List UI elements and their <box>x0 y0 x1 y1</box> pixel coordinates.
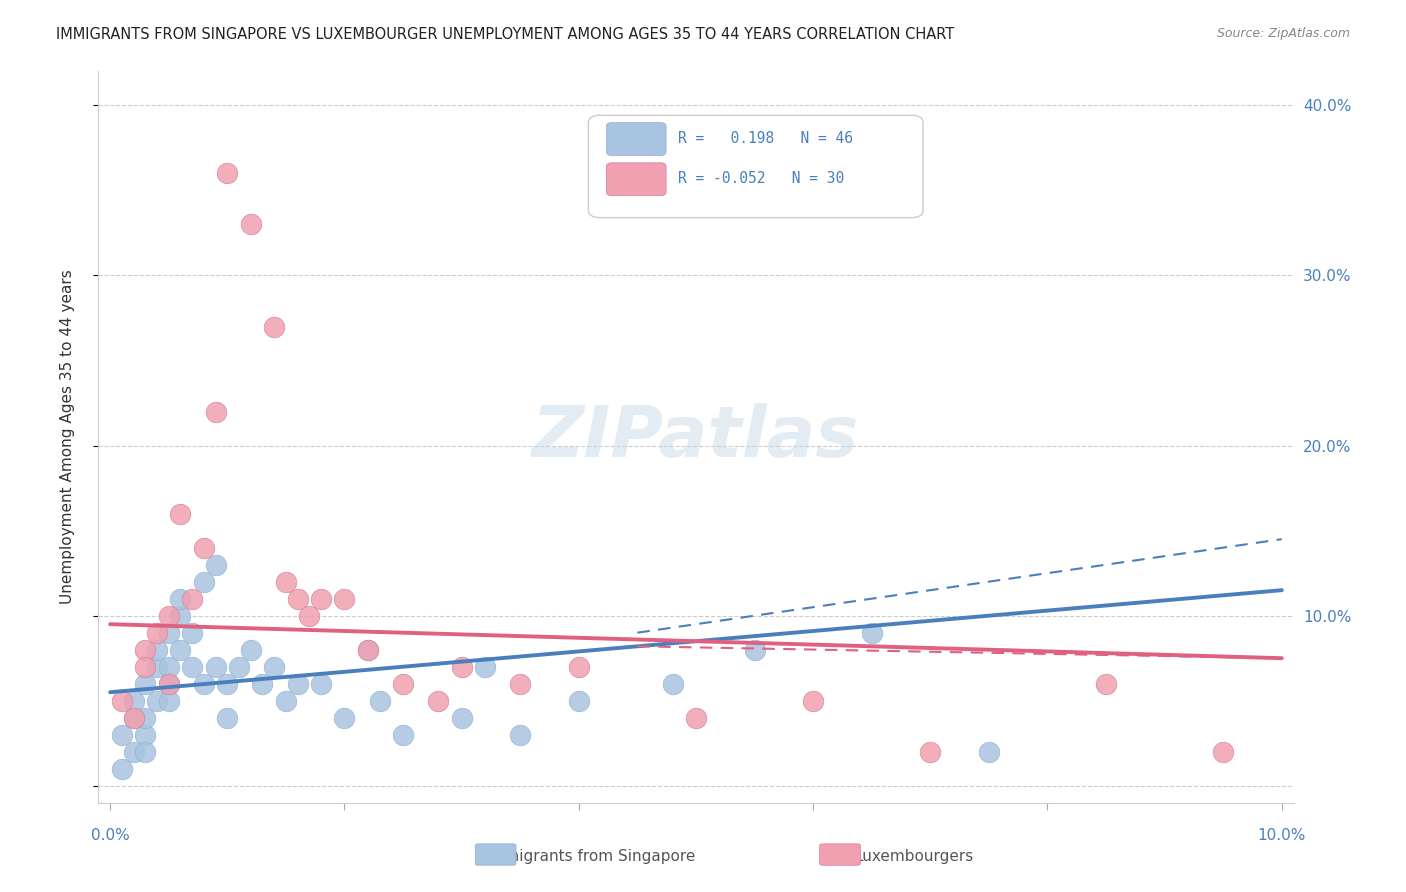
Point <box>368 694 391 708</box>
Point <box>263 319 285 334</box>
Point <box>204 404 226 418</box>
Point <box>169 507 191 521</box>
Point <box>333 711 356 725</box>
Point <box>860 625 883 640</box>
Point <box>193 677 215 691</box>
FancyBboxPatch shape <box>606 162 666 195</box>
Point <box>392 677 415 691</box>
Point <box>239 218 262 232</box>
Text: ZIPatlas: ZIPatlas <box>533 402 859 472</box>
Point <box>122 711 145 725</box>
Point <box>509 677 531 691</box>
Point <box>134 728 156 742</box>
Text: R =   0.198   N = 46: R = 0.198 N = 46 <box>678 131 853 146</box>
Point <box>744 642 766 657</box>
Point <box>181 659 204 673</box>
Point <box>134 677 156 691</box>
Text: 0.0%: 0.0% <box>91 829 129 844</box>
Point <box>157 608 180 623</box>
Point <box>309 677 332 691</box>
Point <box>146 694 169 708</box>
Point <box>392 728 415 742</box>
Point <box>252 677 274 691</box>
Point <box>298 608 321 623</box>
Point <box>309 591 332 606</box>
Point <box>169 642 191 657</box>
Point <box>111 728 134 742</box>
Point <box>450 711 472 725</box>
Point <box>474 659 496 673</box>
FancyBboxPatch shape <box>606 122 666 155</box>
Point <box>122 711 145 725</box>
Point <box>169 591 191 606</box>
Point <box>263 659 285 673</box>
Point <box>568 659 591 673</box>
Point <box>920 745 942 759</box>
Point <box>427 694 450 708</box>
Text: 10.0%: 10.0% <box>1257 829 1306 844</box>
Point <box>122 694 145 708</box>
Point <box>146 659 169 673</box>
Point <box>1212 745 1234 759</box>
Point <box>568 694 591 708</box>
Point <box>1095 677 1118 691</box>
Point <box>111 694 134 708</box>
Text: Source: ZipAtlas.com: Source: ZipAtlas.com <box>1216 27 1350 40</box>
Point <box>509 728 531 742</box>
Point <box>274 694 297 708</box>
Point <box>146 642 169 657</box>
Point <box>977 745 1000 759</box>
Point <box>357 642 380 657</box>
Point <box>146 625 169 640</box>
Point <box>287 677 309 691</box>
Point <box>685 711 707 725</box>
Point <box>193 574 215 589</box>
Point <box>228 659 250 673</box>
Point <box>157 677 180 691</box>
Text: Luxembourgers: Luxembourgers <box>855 849 973 863</box>
Text: R = -0.052   N = 30: R = -0.052 N = 30 <box>678 171 844 186</box>
Point <box>217 711 239 725</box>
Point <box>217 166 239 180</box>
Point <box>801 694 824 708</box>
Point <box>157 659 180 673</box>
Text: Immigrants from Singapore: Immigrants from Singapore <box>485 849 696 863</box>
Point <box>450 659 472 673</box>
Point <box>111 762 134 776</box>
Point <box>181 591 204 606</box>
Point <box>193 541 215 555</box>
FancyBboxPatch shape <box>588 115 922 218</box>
Point <box>157 694 180 708</box>
Point <box>274 574 297 589</box>
Point <box>181 625 204 640</box>
Y-axis label: Unemployment Among Ages 35 to 44 years: Unemployment Among Ages 35 to 44 years <box>60 269 75 605</box>
Point <box>217 677 239 691</box>
Point <box>134 659 156 673</box>
Point <box>661 677 683 691</box>
Point <box>204 558 226 572</box>
Point <box>239 642 262 657</box>
Point <box>169 608 191 623</box>
Point <box>333 591 356 606</box>
Point <box>157 677 180 691</box>
Point <box>134 642 156 657</box>
Point <box>157 625 180 640</box>
Text: IMMIGRANTS FROM SINGAPORE VS LUXEMBOURGER UNEMPLOYMENT AMONG AGES 35 TO 44 YEARS: IMMIGRANTS FROM SINGAPORE VS LUXEMBOURGE… <box>56 27 955 42</box>
Point <box>122 745 145 759</box>
Point <box>134 745 156 759</box>
Point <box>357 642 380 657</box>
Point <box>134 711 156 725</box>
Point <box>287 591 309 606</box>
Point <box>204 659 226 673</box>
